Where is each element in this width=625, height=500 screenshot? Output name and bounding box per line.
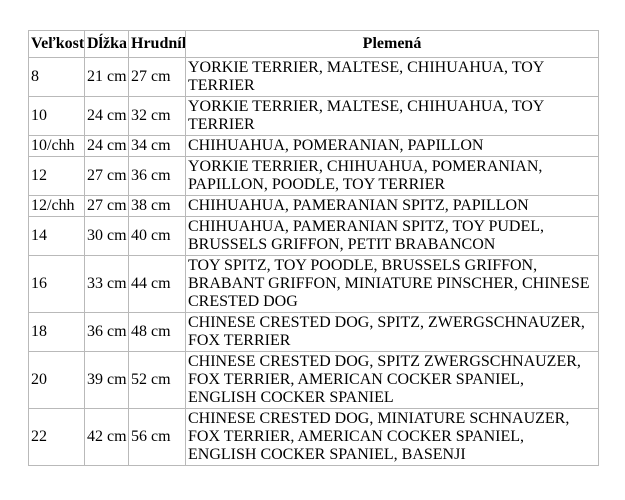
- table-row: 8 21 cm 27 cm YORKIE TERRIER, MALTESE, C…: [28, 57, 599, 97]
- length-cell: 21 cm: [84, 57, 129, 97]
- breeds-cell: YORKIE TERRIER, MALTESE, CHIHUAHUA, TOY …: [185, 57, 599, 97]
- length-cell: 24 cm: [84, 96, 129, 136]
- size-cell: 18: [28, 312, 85, 352]
- column-header-length: Dĺžka: [84, 30, 129, 58]
- size-cell: 16: [28, 255, 85, 313]
- chest-cell: 34 cm: [128, 135, 186, 157]
- length-cell: 42 cm: [84, 408, 129, 466]
- size-table-body: 8 21 cm 27 cm YORKIE TERRIER, MALTESE, C…: [28, 57, 599, 466]
- breeds-cell: CHINESE CRESTED DOG, SPITZ ZWERGSCHNAUZE…: [185, 351, 599, 409]
- chest-cell: 52 cm: [128, 351, 186, 409]
- chest-cell: 40 cm: [128, 216, 186, 256]
- table-row: 12 27 cm 36 cm YORKIE TERRIER, CHIHUAHUA…: [28, 156, 599, 196]
- breeds-cell: CHIHUAHUA, PAMERANIAN SPITZ, PAPILLON: [185, 195, 599, 217]
- table-row: 16 33 cm 44 cm TOY SPITZ, TOY POODLE, BR…: [28, 255, 599, 313]
- chest-cell: 48 cm: [128, 312, 186, 352]
- length-cell: 27 cm: [84, 195, 129, 217]
- size-cell: 10/chh: [28, 135, 85, 157]
- size-table-container: Veľkosť Dĺžka Hrudník Plemená 8 21 cm 27…: [28, 30, 599, 466]
- size-cell: 14: [28, 216, 85, 256]
- table-row: 12/chh 27 cm 38 cm CHIHUAHUA, PAMERANIAN…: [28, 195, 599, 217]
- table-header-row: Veľkosť Dĺžka Hrudník Plemená: [28, 30, 599, 58]
- column-header-breeds: Plemená: [185, 30, 599, 58]
- size-cell: 20: [28, 351, 85, 409]
- chest-cell: 38 cm: [128, 195, 186, 217]
- chest-cell: 32 cm: [128, 96, 186, 136]
- table-row: 14 30 cm 40 cm CHIHUAHUA, PAMERANIAN SPI…: [28, 216, 599, 256]
- breeds-cell: CHIHUAHUA, POMERANIAN, PAPILLON: [185, 135, 599, 157]
- size-cell: 8: [28, 57, 85, 97]
- length-cell: 36 cm: [84, 312, 129, 352]
- breeds-cell: CHINESE CRESTED DOG, SPITZ, ZWERGSCHNAUZ…: [185, 312, 599, 352]
- chest-cell: 56 cm: [128, 408, 186, 466]
- table-row: 18 36 cm 48 cm CHINESE CRESTED DOG, SPIT…: [28, 312, 599, 352]
- length-cell: 33 cm: [84, 255, 129, 313]
- table-row: 20 39 cm 52 cm CHINESE CRESTED DOG, SPIT…: [28, 351, 599, 409]
- dog-size-table: Veľkosť Dĺžka Hrudník Plemená 8 21 cm 27…: [28, 30, 599, 466]
- table-row: 10/chh 24 cm 34 cm CHIHUAHUA, POMERANIAN…: [28, 135, 599, 157]
- size-cell: 10: [28, 96, 85, 136]
- breeds-cell: CHINESE CRESTED DOG, MINIATURE SCHNAUZER…: [185, 408, 599, 466]
- length-cell: 27 cm: [84, 156, 129, 196]
- length-cell: 24 cm: [84, 135, 129, 157]
- breeds-cell: TOY SPITZ, TOY POODLE, BRUSSELS GRIFFON,…: [185, 255, 599, 313]
- column-header-size: Veľkosť: [28, 30, 85, 58]
- breeds-cell: YORKIE TERRIER, CHIHUAHUA, POMERANIAN, P…: [185, 156, 599, 196]
- chest-cell: 44 cm: [128, 255, 186, 313]
- breeds-cell: YORKIE TERRIER, MALTESE, CHIHUAHUA, TOY …: [185, 96, 599, 136]
- size-cell: 12: [28, 156, 85, 196]
- length-cell: 39 cm: [84, 351, 129, 409]
- chest-cell: 36 cm: [128, 156, 186, 196]
- size-cell: 22: [28, 408, 85, 466]
- length-cell: 30 cm: [84, 216, 129, 256]
- table-row: 10 24 cm 32 cm YORKIE TERRIER, MALTESE, …: [28, 96, 599, 136]
- column-header-chest: Hrudník: [128, 30, 186, 58]
- chest-cell: 27 cm: [128, 57, 186, 97]
- table-row: 22 42 cm 56 cm CHINESE CRESTED DOG, MINI…: [28, 408, 599, 466]
- size-cell: 12/chh: [28, 195, 85, 217]
- breeds-cell: CHIHUAHUA, PAMERANIAN SPITZ, TOY PUDEL, …: [185, 216, 599, 256]
